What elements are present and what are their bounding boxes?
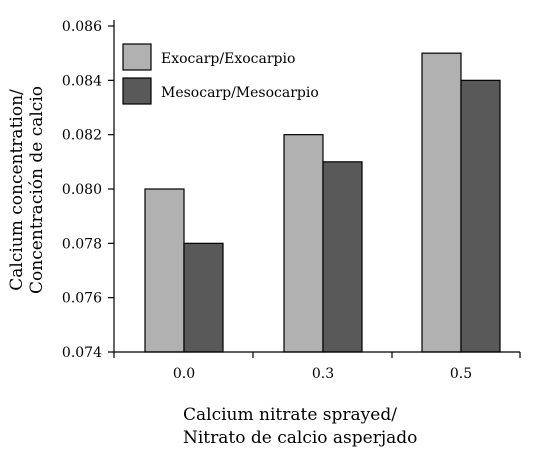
y-tick-label: 0.082	[62, 128, 102, 144]
y-tick-label: 0.086	[62, 19, 102, 35]
y-tick-label: 0.080	[62, 182, 102, 198]
legend-swatch-exocarp	[122, 43, 152, 71]
legend-label-mesocarp: Mesocarp/Mesocarpio	[161, 85, 319, 101]
x-tick-label: 0.0	[173, 366, 195, 382]
bar-mesocarp-1	[322, 161, 363, 353]
y-axis-title-line: Calcium concentration/	[7, 89, 27, 291]
y-tick-label: 0.078	[62, 236, 102, 252]
bar-exocarp-1	[283, 134, 324, 353]
x-tick-label: 0.3	[312, 366, 334, 382]
y-tick-label: 0.084	[62, 73, 102, 89]
axes-layer: 0.074 0.076 0.078 0.080 0.082 0.084 0.086 0.0 0.…	[62, 19, 521, 382]
axis-titles: Calcium concentration/Concentración de c…	[7, 86, 417, 448]
bar-mesocarp-0	[183, 242, 224, 353]
y-tick-label: 0.074	[62, 345, 102, 361]
bar-mesocarp-2	[460, 79, 501, 353]
x-tick-label: 0.5	[450, 366, 472, 382]
y-axis-title-line: Concentración de calcio	[27, 86, 47, 294]
bars-layer	[144, 52, 501, 353]
legend-swatch-mesocarp	[122, 77, 152, 105]
bar-exocarp-2	[421, 52, 462, 353]
legend-label-exocarp: Exocarp/Exocarpio	[161, 51, 295, 67]
legend: Exocarp/Exocarpio Mesocarp/Mesocarpio	[122, 43, 319, 105]
bar-exocarp-0	[144, 188, 185, 353]
x-axis-title-line: Calcium nitrate sprayed/	[183, 405, 397, 425]
x-axis-title-line: Nitrato de calcio asperjado	[183, 428, 417, 448]
y-tick-label: 0.076	[62, 291, 102, 307]
y-axis-title: Calcium concentration/Concentración de c…	[7, 86, 47, 294]
